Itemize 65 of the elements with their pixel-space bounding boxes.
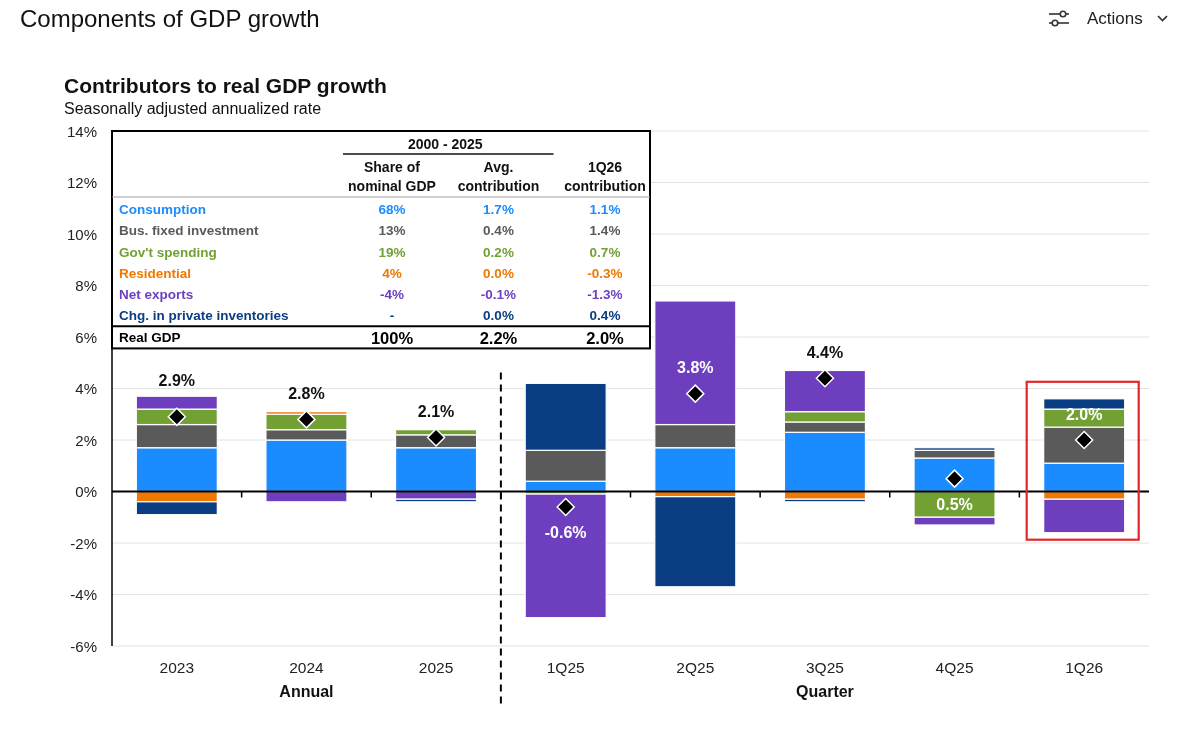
text: Consumption bbox=[119, 202, 206, 218]
y-tick-label: 8% bbox=[75, 277, 97, 294]
category-label: Avg. contribution bbox=[457, 158, 540, 194]
text: 0.0% bbox=[483, 265, 514, 281]
text: Residential bbox=[119, 265, 192, 281]
y-tick-label: 12% bbox=[66, 174, 97, 191]
text: -1.3% bbox=[587, 286, 623, 302]
category-label: 1Q26 contribution bbox=[564, 158, 646, 194]
text: 4% bbox=[382, 265, 402, 281]
data-label: 2.0% bbox=[1065, 405, 1103, 423]
x-tick-label: 1Q25 bbox=[546, 659, 585, 676]
text: 0.0% bbox=[483, 308, 514, 324]
x-tick-label: 4Q25 bbox=[935, 659, 974, 676]
text: Actions bbox=[1087, 9, 1143, 28]
y-tick-label: -2% bbox=[70, 534, 97, 552]
y-tick-label: 0% bbox=[75, 483, 97, 500]
x-tick-label: 2025 bbox=[418, 659, 454, 676]
text: 100% bbox=[370, 328, 414, 347]
text: Bus. fixed investment bbox=[119, 223, 260, 239]
text: 13% bbox=[378, 223, 406, 239]
y-tick-label: 4% bbox=[75, 380, 97, 397]
text: 2.2% bbox=[479, 328, 518, 347]
text: Gov't spending bbox=[119, 244, 217, 260]
text: -0.3% bbox=[587, 265, 623, 281]
data-label: 2.9% bbox=[158, 371, 196, 389]
text: 19% bbox=[378, 244, 406, 260]
x-tick-label: 2024 bbox=[289, 659, 325, 676]
x-tick-label: 1Q26 bbox=[1065, 659, 1104, 676]
text: 0.4% bbox=[589, 308, 621, 324]
text: Components of GDP growth bbox=[20, 5, 320, 32]
text: 68% bbox=[378, 202, 406, 218]
text: Quarter bbox=[796, 683, 854, 700]
y-tick-label: 14% bbox=[66, 122, 97, 140]
x-tick-label: 2023 bbox=[159, 659, 195, 676]
text: - bbox=[389, 308, 395, 324]
data-label: 0.5% bbox=[936, 496, 973, 514]
data-label: 2.8% bbox=[288, 384, 325, 402]
category-label: Share of nominal GDP bbox=[348, 158, 436, 194]
data-label: 4.4% bbox=[806, 343, 844, 361]
y-tick-label: 2% bbox=[75, 431, 97, 449]
chart-subtitle: Seasonally adjusted annualized rate bbox=[64, 100, 322, 117]
text: 0.2% bbox=[483, 244, 514, 260]
text: Annual bbox=[279, 683, 334, 700]
text: 1.4% bbox=[589, 223, 621, 239]
data-label: 2.1% bbox=[417, 402, 455, 420]
text: 2000 - 2025 bbox=[407, 136, 483, 152]
text: -4% bbox=[379, 286, 405, 302]
text: Net exports bbox=[119, 286, 194, 302]
x-tick-label: 3Q25 bbox=[805, 659, 844, 676]
y-tick-label: -6% bbox=[70, 637, 97, 655]
text: Real GDP bbox=[119, 330, 181, 346]
text: -0.1% bbox=[480, 286, 517, 302]
x-tick-label: 2Q25 bbox=[676, 659, 715, 676]
text: 2.0% bbox=[586, 328, 624, 347]
data-label: 3.8% bbox=[677, 359, 714, 377]
text: 1.7% bbox=[483, 202, 514, 218]
chart-title: Contributors to real GDP growth bbox=[64, 74, 387, 97]
y-tick-label: -4% bbox=[70, 586, 97, 603]
y-tick-label: 10% bbox=[66, 225, 97, 243]
y-tick-label: 6% bbox=[75, 328, 97, 346]
text: 0.7% bbox=[589, 244, 621, 260]
text: Chg. in private inventories bbox=[119, 308, 289, 324]
data-label: -0.6% bbox=[544, 524, 587, 542]
text: 0.4% bbox=[483, 223, 514, 239]
text: 1.1% bbox=[589, 202, 621, 218]
